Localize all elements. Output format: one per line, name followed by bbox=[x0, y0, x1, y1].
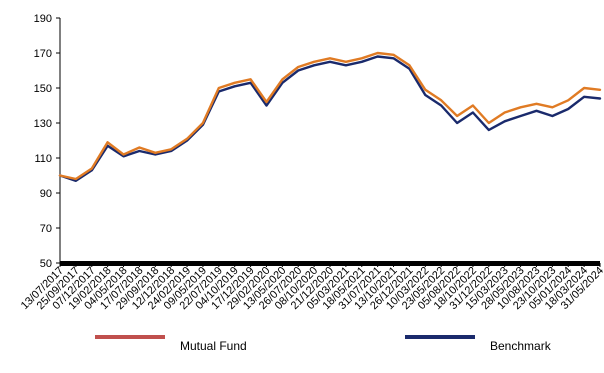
data-point-benchmark bbox=[456, 122, 458, 124]
data-point-benchmark bbox=[376, 55, 379, 58]
data-point-benchmark bbox=[487, 129, 490, 131]
y-tick-label: 170 bbox=[34, 48, 52, 60]
data-point-benchmark bbox=[392, 57, 395, 60]
data-point-benchmark bbox=[503, 120, 506, 123]
data-point-mutual-fund bbox=[360, 57, 363, 60]
data-point-mutual-fund bbox=[202, 122, 204, 124]
data-point-benchmark bbox=[122, 155, 125, 158]
data-point-mutual-fund bbox=[551, 106, 554, 109]
data-point-mutual-fund bbox=[233, 81, 236, 84]
data-point-benchmark bbox=[281, 81, 284, 84]
data-point-mutual-fund bbox=[456, 115, 458, 117]
data-point-benchmark bbox=[233, 85, 236, 88]
data-point-benchmark bbox=[313, 64, 316, 67]
data-point-mutual-fund bbox=[535, 102, 538, 105]
data-point-benchmark bbox=[440, 104, 443, 107]
data-point-benchmark bbox=[408, 67, 411, 70]
data-point-mutual-fund bbox=[487, 122, 490, 124]
data-point-mutual-fund bbox=[392, 53, 395, 56]
data-point-mutual-fund bbox=[313, 60, 316, 63]
data-point-mutual-fund bbox=[170, 148, 173, 151]
data-point-benchmark bbox=[599, 97, 601, 100]
data-point-mutual-fund bbox=[122, 153, 125, 156]
plot-area bbox=[58, 51, 602, 183]
legend: Mutual Fund Benchmark bbox=[95, 335, 552, 353]
y-tick-label: 90 bbox=[40, 188, 52, 200]
data-point-benchmark bbox=[265, 104, 268, 107]
data-point-mutual-fund bbox=[249, 78, 252, 81]
y-tick-label: 130 bbox=[34, 118, 52, 130]
data-point-mutual-fund bbox=[74, 178, 77, 180]
x-axis: 13/07/201725/09/201707/12/201719/02/2018… bbox=[19, 261, 604, 312]
data-point-benchmark bbox=[424, 94, 427, 96]
legend-swatch bbox=[405, 335, 475, 339]
data-point-mutual-fund bbox=[281, 78, 284, 81]
data-point-mutual-fund bbox=[217, 87, 220, 89]
data-point-mutual-fund bbox=[440, 99, 443, 102]
y-axis: 190 170 150 130 110 90 70 50 bbox=[34, 13, 61, 270]
y-tick-label: 110 bbox=[34, 153, 52, 165]
y-tick-label: 50 bbox=[40, 258, 52, 270]
data-point-mutual-fund bbox=[424, 88, 427, 91]
data-point-mutual-fund bbox=[408, 64, 411, 67]
data-point-mutual-fund bbox=[376, 52, 379, 54]
data-point-benchmark bbox=[567, 108, 570, 110]
data-point-benchmark bbox=[472, 111, 474, 114]
data-point-mutual-fund bbox=[503, 111, 506, 114]
data-point-mutual-fund bbox=[138, 146, 141, 149]
data-point-mutual-fund bbox=[90, 167, 93, 170]
data-point-benchmark bbox=[344, 64, 347, 67]
y-tick-label: 190 bbox=[34, 13, 52, 25]
data-point-benchmark bbox=[154, 153, 157, 156]
data-point-mutual-fund bbox=[154, 151, 157, 154]
data-point-benchmark bbox=[551, 115, 554, 117]
data-point-mutual-fund bbox=[59, 174, 61, 177]
data-point-mutual-fund bbox=[344, 60, 347, 63]
series-line-benchmark bbox=[58, 55, 602, 183]
data-point-mutual-fund bbox=[265, 101, 268, 103]
data-point-mutual-fund bbox=[599, 88, 601, 91]
data-point-benchmark bbox=[138, 150, 141, 152]
data-point-benchmark bbox=[329, 60, 331, 63]
data-point-mutual-fund bbox=[472, 104, 474, 107]
data-point-mutual-fund bbox=[186, 137, 188, 140]
data-point-mutual-fund bbox=[519, 106, 522, 109]
legend-swatch bbox=[95, 335, 165, 339]
data-point-benchmark bbox=[583, 95, 586, 98]
data-point-benchmark bbox=[74, 179, 77, 182]
legend-label: Mutual Fund bbox=[180, 339, 247, 353]
y-tick-label: 70 bbox=[40, 223, 52, 235]
data-point-benchmark bbox=[519, 115, 522, 117]
legend-label: Benchmark bbox=[490, 339, 552, 353]
data-point-mutual-fund bbox=[106, 141, 109, 144]
data-point-benchmark bbox=[360, 60, 363, 63]
data-point-mutual-fund bbox=[583, 87, 586, 89]
data-point-mutual-fund bbox=[329, 57, 331, 60]
data-point-mutual-fund bbox=[567, 99, 570, 102]
data-point-mutual-fund bbox=[297, 66, 300, 68]
data-point-benchmark bbox=[297, 69, 300, 72]
data-point-benchmark bbox=[106, 144, 109, 147]
data-point-benchmark bbox=[249, 81, 252, 84]
y-tick-label: 150 bbox=[34, 83, 52, 95]
data-point-benchmark bbox=[535, 109, 538, 112]
